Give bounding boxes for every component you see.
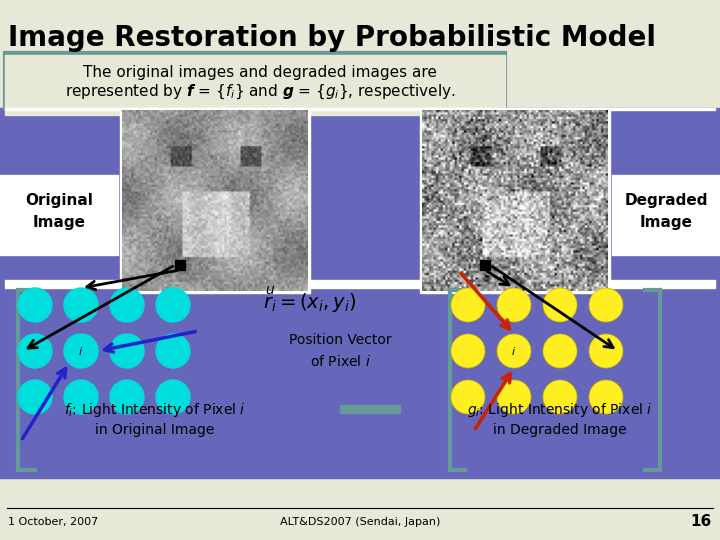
Circle shape — [156, 380, 190, 414]
FancyBboxPatch shape — [5, 53, 505, 108]
Circle shape — [64, 288, 98, 322]
Text: ALT&DS2007 (Sendai, Japan): ALT&DS2007 (Sendai, Japan) — [280, 517, 440, 527]
Text: 1 October, 2007: 1 October, 2007 — [8, 517, 98, 527]
Bar — [420, 108, 610, 293]
Text: $\overset{u}{r_i} = (x_i, y_i)$: $\overset{u}{r_i} = (x_i, y_i)$ — [264, 285, 357, 315]
Circle shape — [110, 380, 144, 414]
Bar — [0, 175, 118, 255]
Circle shape — [497, 334, 531, 368]
Circle shape — [64, 334, 98, 368]
Bar — [612, 175, 720, 255]
Bar — [480, 260, 490, 270]
Circle shape — [64, 380, 98, 414]
Circle shape — [497, 380, 531, 414]
Text: $i$: $i$ — [511, 345, 516, 357]
Circle shape — [18, 380, 52, 414]
Circle shape — [18, 288, 52, 322]
Bar — [5, 108, 715, 110]
Text: $g_i$: Light Intensity of Pixel $i$: $g_i$: Light Intensity of Pixel $i$ — [467, 401, 653, 419]
Circle shape — [589, 288, 623, 322]
Circle shape — [543, 380, 577, 414]
Bar — [120, 108, 310, 293]
Text: Image: Image — [32, 214, 86, 230]
Circle shape — [589, 380, 623, 414]
Text: Position Vector: Position Vector — [289, 333, 391, 347]
Circle shape — [589, 334, 623, 368]
Circle shape — [451, 288, 485, 322]
Text: Degraded: Degraded — [624, 192, 708, 207]
Text: Image: Image — [639, 214, 693, 230]
Circle shape — [451, 380, 485, 414]
Bar — [5, 280, 715, 288]
Circle shape — [543, 334, 577, 368]
Text: Original: Original — [25, 192, 93, 207]
Text: $f_i$: Light Intensity of Pixel $i$: $f_i$: Light Intensity of Pixel $i$ — [64, 401, 246, 419]
Circle shape — [110, 288, 144, 322]
Text: $i$: $i$ — [78, 345, 84, 357]
Bar — [340, 405, 400, 413]
Circle shape — [543, 288, 577, 322]
Bar — [0, 0, 720, 55]
Circle shape — [110, 334, 144, 368]
Text: The original images and degraded images are: The original images and degraded images … — [83, 64, 437, 79]
Circle shape — [451, 334, 485, 368]
Circle shape — [156, 334, 190, 368]
Circle shape — [156, 288, 190, 322]
Text: Image Restoration by Probabilistic Model: Image Restoration by Probabilistic Model — [8, 24, 656, 52]
Circle shape — [18, 334, 52, 368]
Bar — [175, 260, 185, 270]
Text: in Original Image: in Original Image — [95, 423, 215, 437]
Text: in Degraded Image: in Degraded Image — [493, 423, 627, 437]
Bar — [0, 108, 720, 478]
Text: represented by $\boldsymbol{f}$ = {$f_i$} and $\boldsymbol{g}$ = {$g_i$}, respec: represented by $\boldsymbol{f}$ = {$f_i$… — [65, 83, 456, 101]
Bar — [5, 55, 505, 115]
Text: of Pixel $i$: of Pixel $i$ — [310, 354, 370, 369]
Text: 16: 16 — [690, 515, 712, 530]
Circle shape — [497, 288, 531, 322]
